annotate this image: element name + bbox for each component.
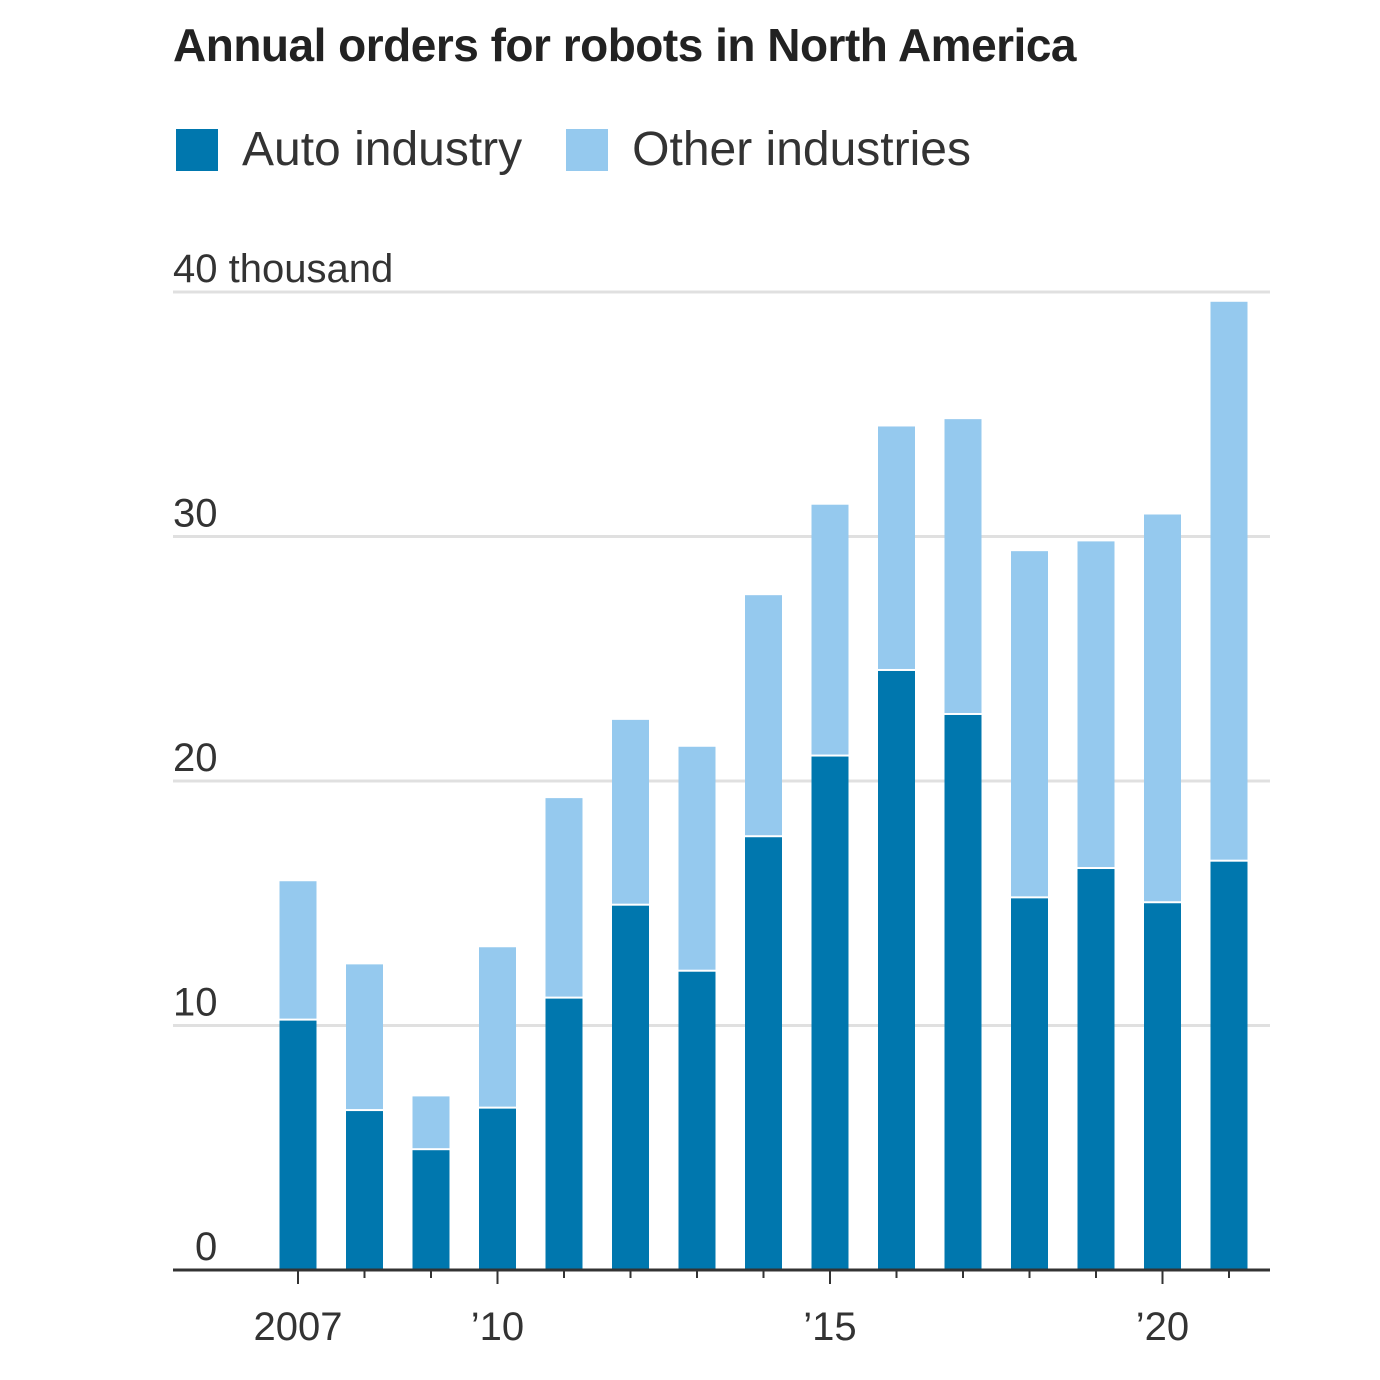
bar-other-2011: [545, 798, 583, 997]
bar-other-2017: [944, 419, 982, 713]
bar-auto-2020: [1144, 903, 1181, 1270]
bar-auto-2021: [1210, 861, 1248, 1270]
y-tick-label-40: 40 thousand: [173, 247, 393, 291]
legend-label-auto: Auto industry: [242, 123, 523, 176]
chart-title: Annual orders for robots in North Americ…: [173, 19, 1077, 71]
bar-other-2009: [412, 1096, 450, 1149]
bar-auto-2017: [944, 714, 982, 1270]
legend-item-other: Other industries: [566, 122, 971, 177]
bar-auto-2015: [811, 756, 849, 1270]
y-tick-label-20: 20: [173, 736, 218, 780]
bar-other-2010: [479, 947, 516, 1107]
bar-other-2015: [811, 504, 849, 755]
y-tick-label-10: 10: [173, 981, 218, 1025]
bar-auto-2018: [1011, 898, 1048, 1270]
x-tick-label-2020: ’20: [1136, 1305, 1189, 1349]
bar-auto-2009: [412, 1150, 450, 1270]
bar-auto-2011: [545, 998, 583, 1270]
y-tick-label-0: 0: [195, 1225, 217, 1269]
bar-auto-2013: [678, 971, 716, 1270]
bar-other-2021: [1210, 301, 1248, 860]
bar-auto-2019: [1077, 869, 1115, 1270]
bar-other-2019: [1077, 541, 1115, 868]
y-tick-label-30: 30: [173, 492, 218, 536]
bar-auto-2008: [346, 1111, 383, 1270]
bar-auto-2016: [878, 670, 915, 1270]
legend-item-auto: Auto industry: [176, 122, 522, 177]
bar-other-2012: [612, 719, 649, 904]
x-tick-label-2015: ’15: [803, 1305, 856, 1349]
bar-other-2014: [745, 595, 782, 836]
bar-auto-2012: [612, 905, 649, 1270]
legend-label-other: Other industries: [632, 123, 971, 176]
bar-auto-2014: [745, 837, 782, 1270]
bar-other-2007: [279, 881, 317, 1019]
bar-other-2013: [678, 746, 716, 970]
bar-other-2016: [878, 426, 915, 669]
bar-other-2020: [1144, 514, 1181, 902]
x-tick-label-2007: 2007: [254, 1305, 343, 1349]
x-tick-label-2010: ’10: [471, 1305, 524, 1349]
bar-auto-2010: [479, 1108, 516, 1270]
legend-swatch-other: [566, 128, 609, 171]
legend: Auto industry Other industries: [176, 122, 1015, 177]
bar-other-2008: [346, 964, 383, 1110]
legend-swatch-auto: [176, 128, 218, 171]
bar-auto-2007: [279, 1020, 317, 1270]
bar-other-2018: [1011, 551, 1048, 897]
